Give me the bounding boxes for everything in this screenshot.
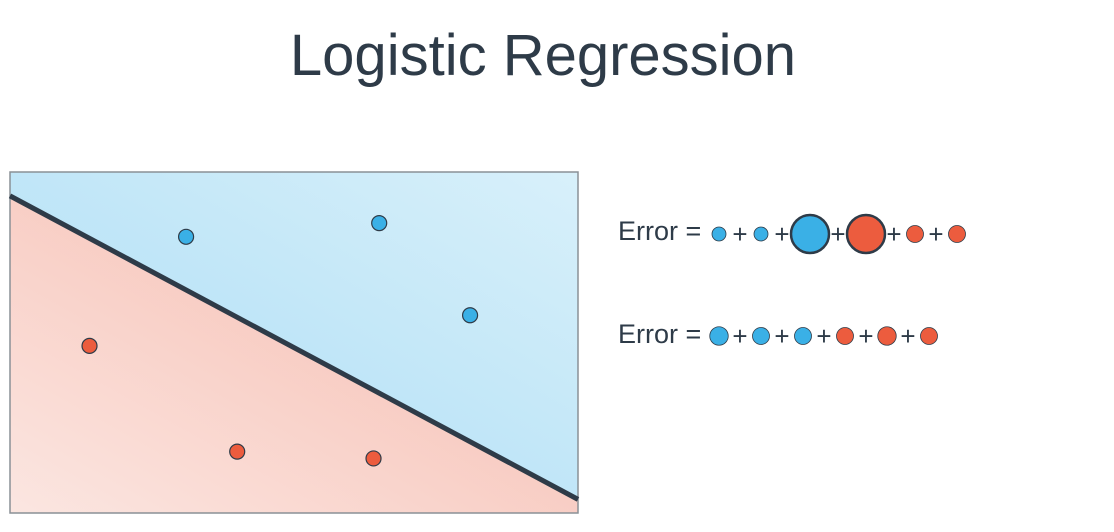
plot-frame	[9, 171, 579, 514]
error-term-2-2	[752, 327, 770, 345]
decision-boundary	[8, 193, 580, 502]
data-point-blue-3	[461, 307, 479, 324]
red-region	[10, 195, 578, 513]
error-equations: + + + + + + + + + +	[709, 213, 966, 351]
plus-sign-2-4: +	[858, 321, 873, 351]
plus-sign-1-5: +	[928, 219, 943, 249]
error-term-1-1	[711, 226, 727, 242]
plus-sign-1-1: +	[732, 219, 747, 249]
plus-sign-2-1: +	[732, 321, 747, 351]
error-term-1-2	[753, 226, 769, 242]
error-term-2-6	[920, 327, 938, 345]
classification-diagram	[8, 171, 580, 514]
data-point-red-5	[229, 443, 246, 460]
error-label-2: Error =	[618, 319, 702, 349]
data-point-red-4	[81, 337, 98, 355]
error-label-1: Error =	[618, 216, 702, 246]
error-term-1-5	[906, 225, 924, 243]
error-term-1-3	[789, 213, 831, 255]
error-term-2-4	[836, 327, 854, 345]
error-term-1-6	[948, 225, 966, 243]
error-term-2-5	[877, 326, 897, 346]
plus-sign-1-4: +	[886, 219, 901, 249]
page-title: Logistic Regression	[289, 23, 797, 88]
data-point-blue-1	[177, 228, 195, 245]
data-point-blue-2	[371, 215, 388, 232]
plus-sign-2-2: +	[774, 321, 789, 351]
plus-sign-2-3: +	[816, 321, 831, 351]
data-point-red-6	[365, 450, 382, 467]
blue-region	[10, 172, 578, 500]
error-term-1-4	[845, 213, 887, 255]
plus-sign-1-2: +	[774, 219, 789, 249]
error-term-2-3	[794, 327, 812, 345]
plus-sign-2-5: +	[900, 321, 915, 351]
error-term-2-1	[709, 326, 729, 346]
plus-sign-1-3: +	[830, 219, 845, 249]
